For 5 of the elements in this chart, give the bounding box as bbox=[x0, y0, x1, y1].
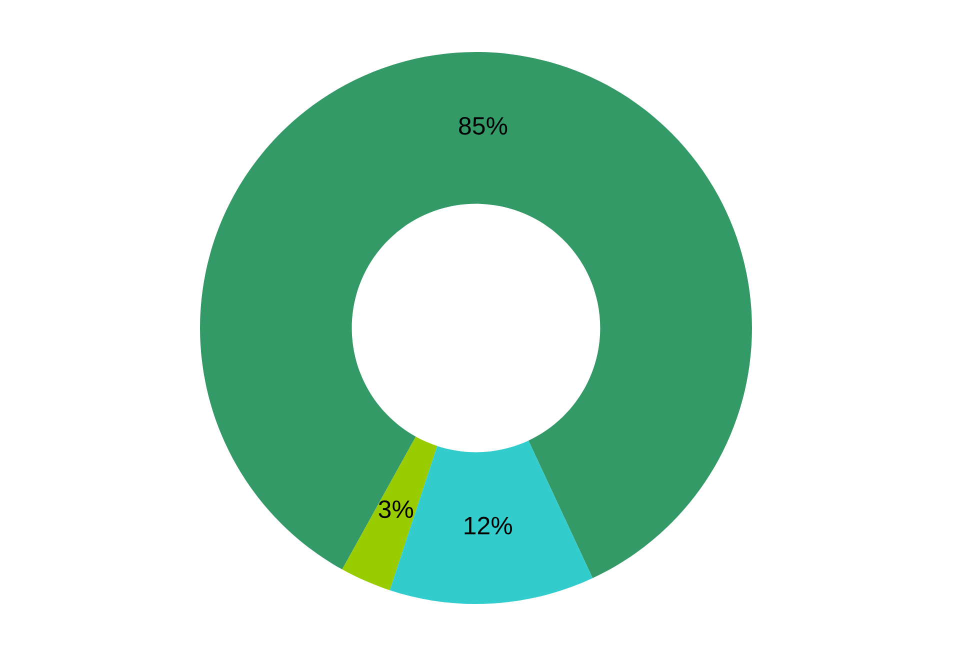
data-label: 85% bbox=[459, 117, 508, 135]
donut-slice bbox=[342, 436, 438, 590]
donut-slice bbox=[200, 52, 752, 578]
data-label: 3% bbox=[378, 500, 414, 518]
data-label: 12% bbox=[464, 516, 512, 534]
